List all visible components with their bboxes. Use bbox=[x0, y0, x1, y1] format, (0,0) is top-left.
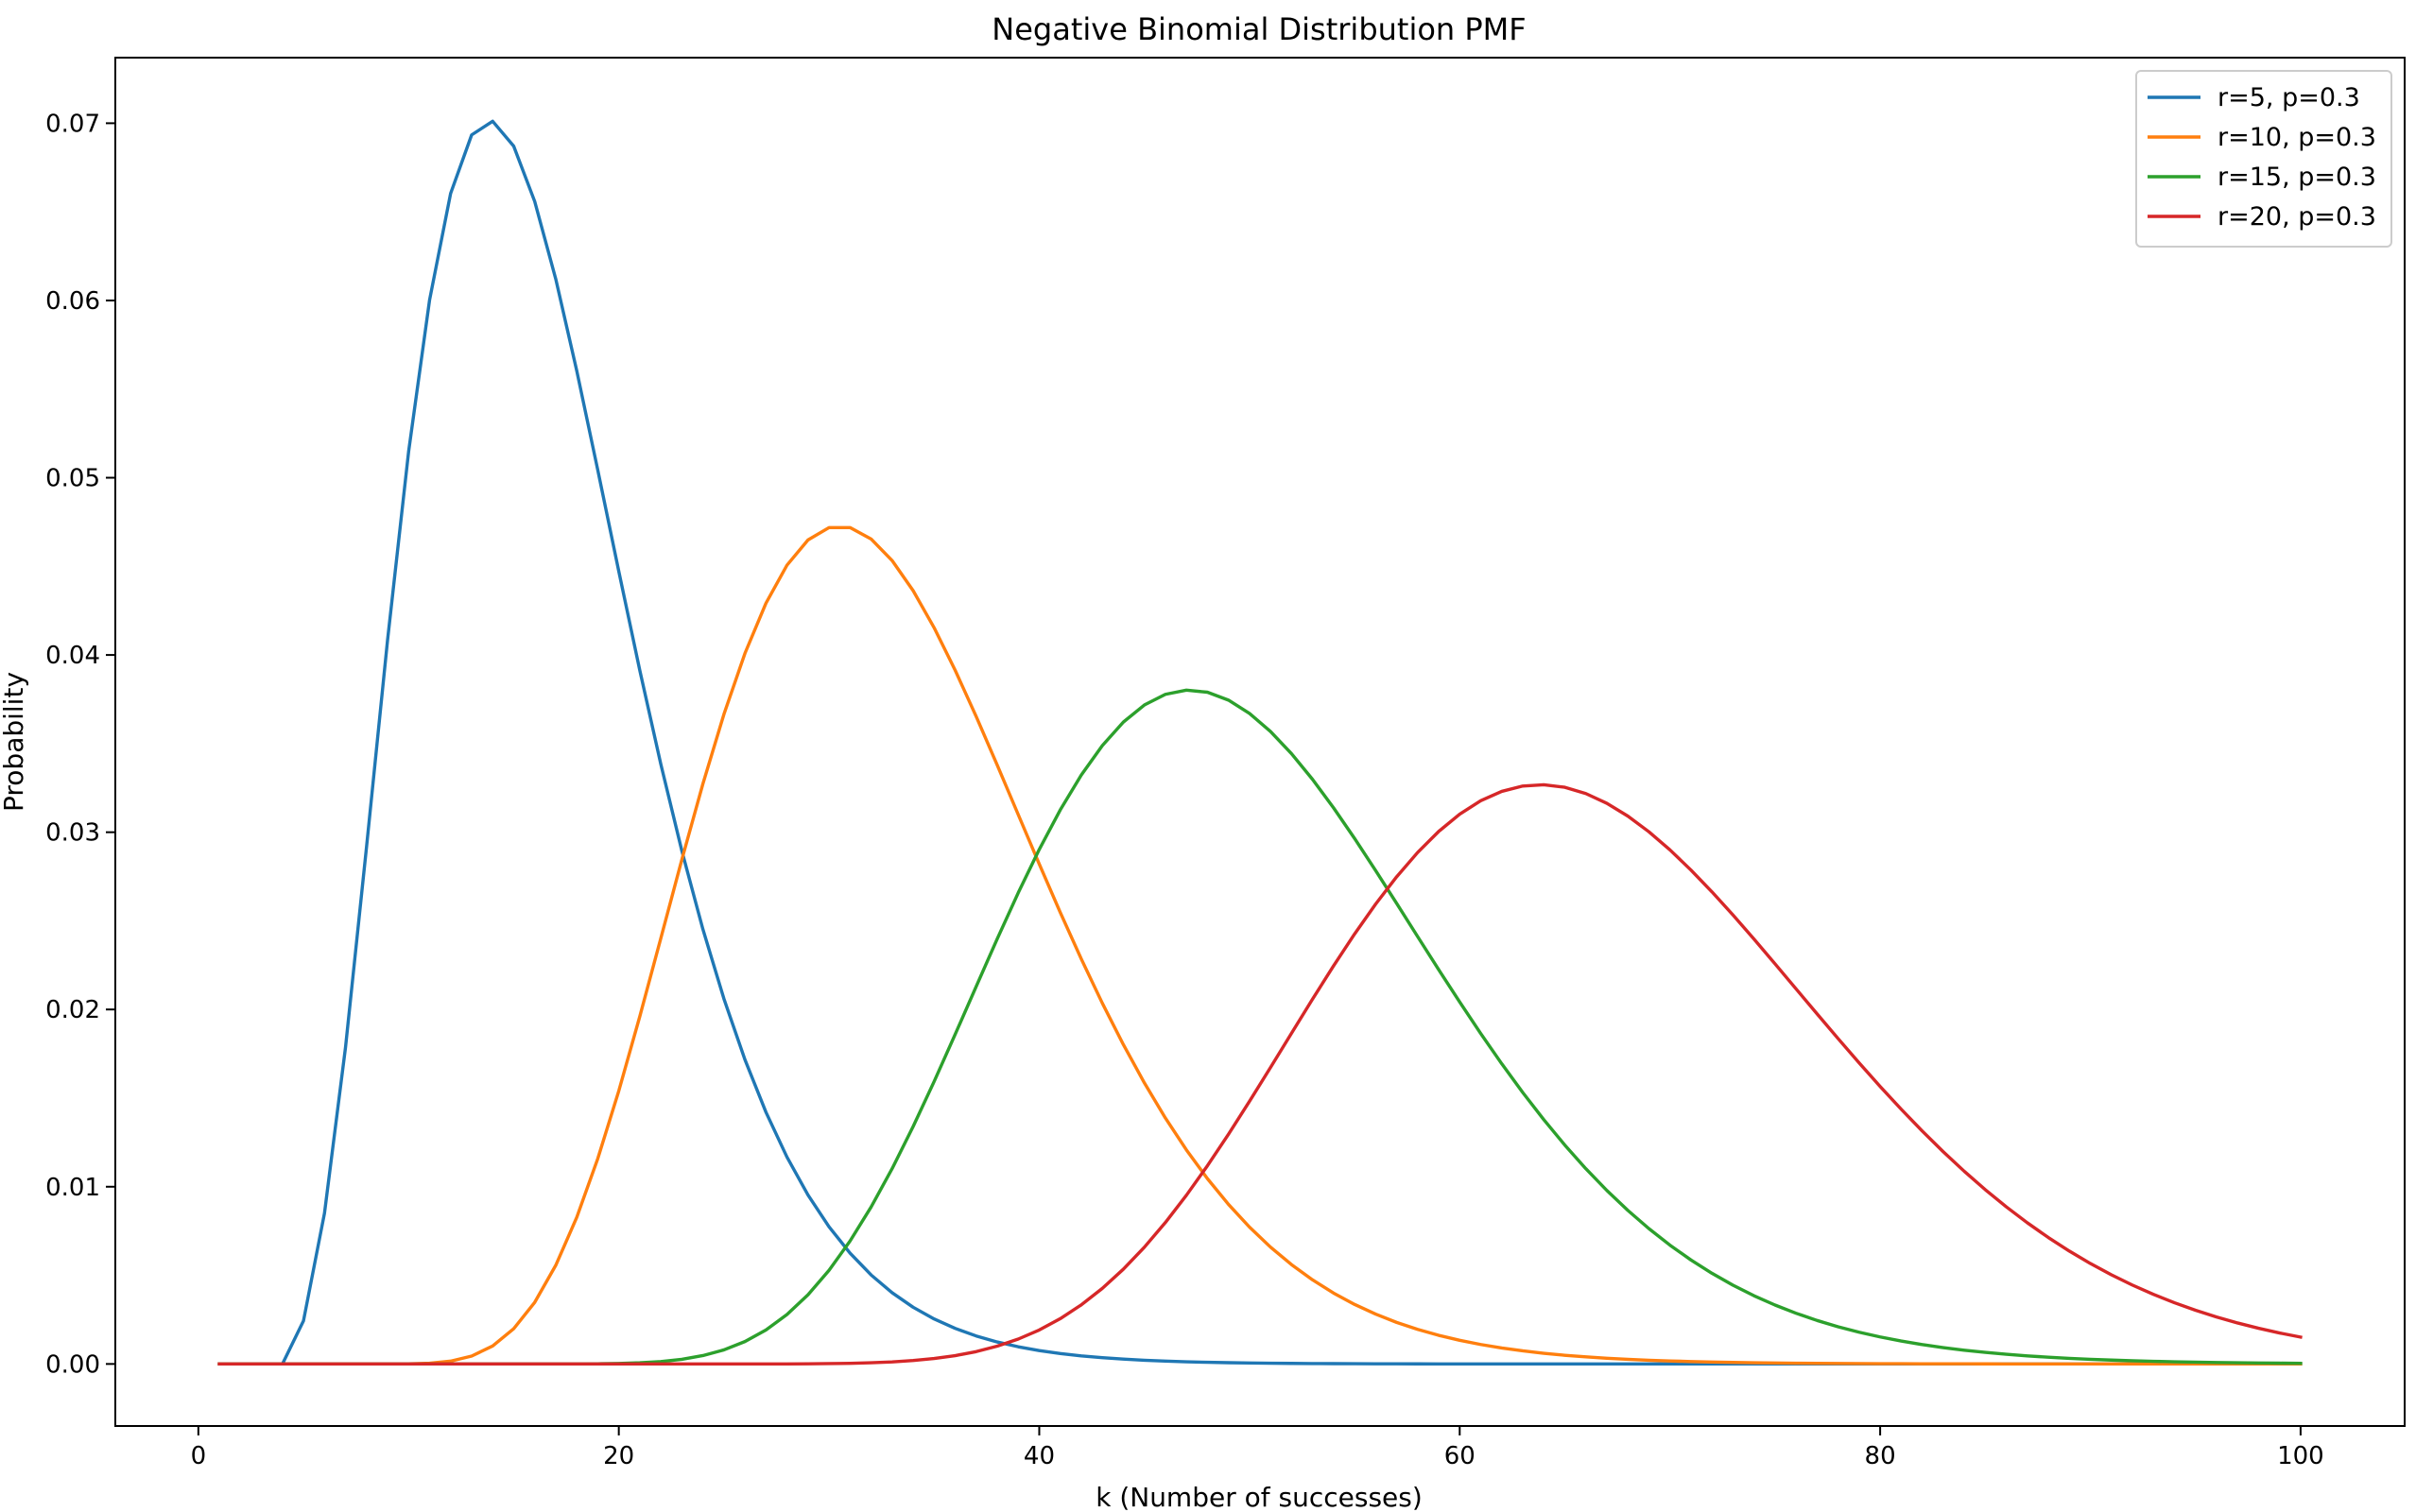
x-tick-label: 20 bbox=[603, 1442, 634, 1470]
y-tick-label: 0.06 bbox=[45, 287, 100, 316]
y-axis: 0.00 0.01 0.02 0.03 0.04 0.05 0.06 0.07 bbox=[45, 110, 115, 1379]
legend-label: r=5, p=0.3 bbox=[2218, 83, 2360, 112]
y-axis-label: Probability bbox=[0, 672, 29, 812]
legend-box bbox=[2135, 70, 2392, 248]
x-axis-label: k (Number of successes) bbox=[1096, 1482, 1423, 1512]
y-tick-label: 0.04 bbox=[45, 642, 100, 670]
chart-title: Negative Binomial Distribution PMF bbox=[992, 11, 1526, 47]
plot-frame bbox=[114, 57, 2406, 1427]
series-lines bbox=[217, 119, 2303, 1366]
legend-label: r=15, p=0.3 bbox=[2218, 163, 2376, 192]
series-line-4 bbox=[217, 782, 2303, 1366]
x-tick-label: 60 bbox=[1444, 1442, 1475, 1470]
y-tick-label: 0.05 bbox=[45, 465, 100, 493]
x-tick-label: 100 bbox=[2277, 1442, 2324, 1470]
legend-label: r=10, p=0.3 bbox=[2218, 123, 2376, 152]
y-tick-label: 0.07 bbox=[45, 110, 100, 138]
x-axis: 0 20 40 60 80 100 bbox=[191, 1426, 2324, 1470]
legend: r=5, p=0.3 r=10, p=0.3 r=15, p=0.3 r=20, p=… bbox=[2135, 70, 2392, 248]
legend-label: r=20, p=0.3 bbox=[2218, 202, 2376, 232]
x-tick-label: 40 bbox=[1024, 1442, 1055, 1470]
series-line-2 bbox=[217, 525, 2303, 1366]
y-tick-label: 0.01 bbox=[45, 1174, 100, 1202]
x-tick-label: 0 bbox=[191, 1442, 207, 1470]
y-tick-label: 0.02 bbox=[45, 996, 100, 1024]
y-tick-label: 0.03 bbox=[45, 819, 100, 848]
x-tick-label: 80 bbox=[1865, 1442, 1896, 1470]
y-tick-label: 0.00 bbox=[45, 1350, 100, 1379]
